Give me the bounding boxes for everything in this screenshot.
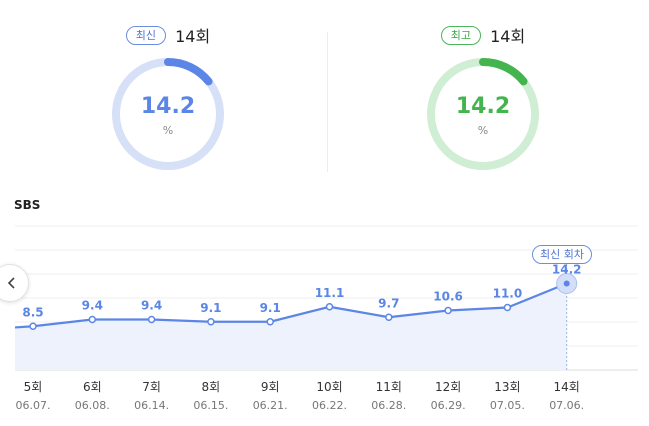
data-point[interactable] bbox=[325, 303, 334, 311]
rating-area-fill bbox=[15, 283, 567, 370]
air-date-label: 06.08. bbox=[75, 399, 110, 412]
episode-label: 11회 bbox=[376, 380, 402, 394]
channel-label: SBS bbox=[14, 198, 41, 212]
value-label: 9.1 bbox=[200, 301, 221, 315]
best-rating-header: 최고 14회 bbox=[323, 23, 643, 47]
latest-rating-value: 14.2 bbox=[140, 94, 196, 119]
latest-rating-unit: % bbox=[162, 124, 174, 137]
air-date-label: 06.15. bbox=[193, 399, 228, 412]
air-date-label: 06.28. bbox=[371, 399, 406, 412]
best-donut-svg bbox=[427, 58, 539, 170]
air-date-label: 06.22. bbox=[312, 399, 347, 412]
episode-label: 5회 bbox=[24, 380, 43, 394]
value-label: 9.4 bbox=[141, 299, 162, 313]
latest-badge: 최신 bbox=[125, 25, 167, 45]
latest-episode-tag: 최신 회차 bbox=[532, 245, 592, 264]
value-label: 9.4 bbox=[82, 299, 103, 313]
data-point[interactable] bbox=[444, 306, 452, 315]
air-date-label: 07.06. bbox=[549, 399, 584, 412]
rating-points bbox=[29, 273, 578, 330]
data-point[interactable] bbox=[207, 318, 215, 326]
episode-label: 9회 bbox=[261, 380, 280, 394]
data-point[interactable] bbox=[266, 318, 274, 326]
data-point[interactable] bbox=[88, 315, 97, 324]
best-episode: 14회 bbox=[490, 27, 526, 46]
latest-rating-card: 최신 14회 14.2 % bbox=[8, 0, 328, 180]
value-labels: 8.5 9.4 9.4 9.1 9.1 11.1 9.7 10.6 11.0 14.2 bbox=[22, 263, 581, 320]
latest-donut-arc bbox=[112, 58, 224, 170]
episode-label: 7회 bbox=[142, 380, 161, 394]
latest-rating-header: 최신 14회 bbox=[8, 23, 328, 47]
data-point[interactable] bbox=[385, 313, 393, 321]
air-date-label: 06.14. bbox=[134, 399, 169, 412]
air-date-label: 07.05. bbox=[490, 399, 525, 412]
value-label: 11.1 bbox=[315, 286, 345, 300]
latest-rating-donut: 14.2 % bbox=[108, 54, 228, 174]
data-point[interactable] bbox=[147, 315, 156, 324]
episode-label: 8회 bbox=[202, 380, 221, 394]
episode-labels: 5회 06.07. 6회 06.08. 7회 06.14. 8회 06.15. 9회 06.21.… bbox=[16, 380, 585, 412]
value-label: 10.6 bbox=[433, 290, 463, 304]
value-label: 9.1 bbox=[260, 301, 281, 315]
episode-label: 6회 bbox=[83, 380, 102, 394]
latest-episode: 14회 bbox=[175, 27, 211, 46]
best-rating-value: 14.2 bbox=[455, 94, 511, 119]
air-date-label: 06.29. bbox=[431, 399, 466, 412]
data-point[interactable] bbox=[503, 303, 512, 312]
episode-label: 13회 bbox=[494, 380, 520, 394]
value-label: 8.5 bbox=[22, 305, 43, 319]
best-rating-unit: % bbox=[477, 124, 489, 137]
air-date-label: 06.21. bbox=[253, 399, 288, 412]
summary-divider bbox=[327, 32, 328, 172]
value-label: 14.2 bbox=[552, 263, 582, 277]
best-rating-card: 최고 14회 14.2 % bbox=[323, 0, 643, 180]
data-point[interactable] bbox=[563, 280, 570, 287]
best-badge: 최고 bbox=[440, 25, 482, 45]
episode-label: 12회 bbox=[435, 380, 461, 394]
air-date-label: 06.07. bbox=[16, 399, 51, 412]
latest-donut-svg bbox=[112, 58, 224, 170]
value-label: 9.7 bbox=[378, 296, 399, 310]
chevron-left-icon bbox=[7, 277, 15, 289]
best-donut-arc bbox=[427, 58, 539, 170]
episode-label: 10회 bbox=[316, 380, 342, 394]
data-point[interactable] bbox=[29, 322, 37, 330]
episode-label: 14회 bbox=[554, 380, 580, 394]
best-rating-donut: 14.2 % bbox=[423, 54, 543, 174]
value-label: 11.0 bbox=[493, 287, 523, 301]
previous-episodes-button[interactable] bbox=[0, 264, 29, 302]
